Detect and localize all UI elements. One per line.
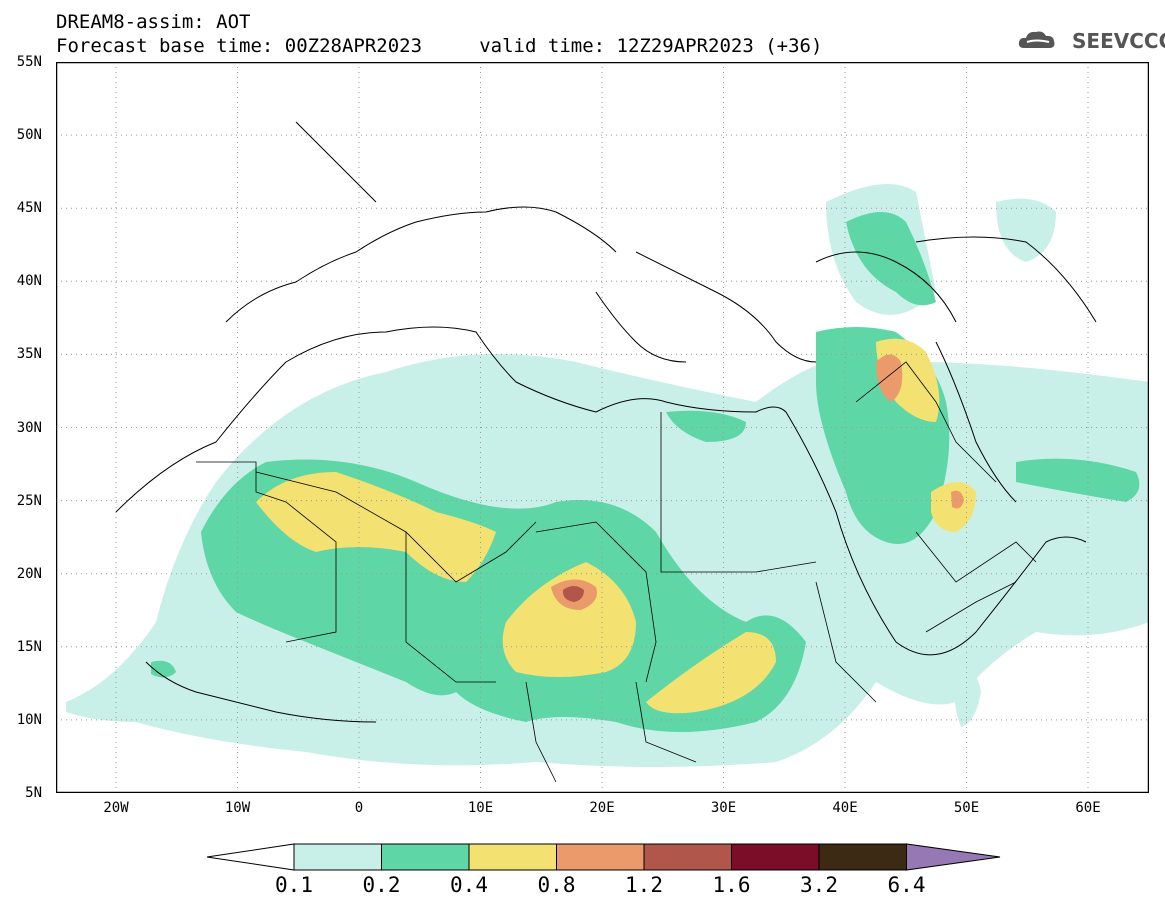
colorbar-under-arrow bbox=[206, 843, 295, 871]
cloud-icon bbox=[1018, 31, 1055, 48]
title-line-2: Forecast base time: 00Z28APR2023 valid t… bbox=[56, 35, 823, 57]
lon-label: 50E bbox=[953, 800, 980, 816]
aot-field-1.2 bbox=[562, 586, 584, 602]
lon-label: 40E bbox=[832, 800, 858, 816]
country-borders bbox=[196, 361, 1037, 783]
lat-label: 5N bbox=[25, 785, 42, 801]
lon-label: 10E bbox=[467, 800, 494, 816]
colorbar bbox=[206, 843, 1001, 871]
aot-map bbox=[56, 62, 1149, 793]
colorbar-label: 1.6 bbox=[712, 873, 751, 897]
colorbar-cell bbox=[381, 843, 470, 871]
colorbar-over-arrow bbox=[906, 843, 1001, 871]
lon-label: 30E bbox=[710, 800, 737, 816]
colorbar-label: 0.8 bbox=[537, 873, 576, 897]
colorbar-cell bbox=[468, 843, 557, 871]
colorbar-label: 0.4 bbox=[450, 873, 488, 897]
colorbar-label: 3.2 bbox=[800, 873, 838, 897]
colorbar-cell bbox=[643, 843, 732, 871]
colorbar-cell bbox=[293, 843, 382, 871]
lat-label: 30N bbox=[16, 419, 42, 436]
lon-label: 10W bbox=[224, 800, 251, 816]
lon-label: 20W bbox=[103, 800, 129, 816]
colorbar-label: 0.1 bbox=[275, 873, 313, 897]
lat-label: 25N bbox=[16, 492, 42, 509]
graticule bbox=[56, 62, 1149, 793]
colorbar-cell bbox=[731, 843, 820, 871]
lat-label: 10N bbox=[16, 711, 42, 728]
logo-text: SEEVCCC bbox=[1072, 29, 1165, 53]
lat-label: 40N bbox=[16, 273, 42, 290]
lon-label: 0 bbox=[354, 800, 364, 816]
lat-label: 45N bbox=[16, 200, 42, 217]
lon-label: 60E bbox=[1075, 800, 1101, 816]
colorbar-label: 0.2 bbox=[362, 873, 401, 897]
map-frame bbox=[56, 62, 1149, 793]
lat-label: 15N bbox=[16, 638, 42, 655]
lat-label: 35N bbox=[16, 346, 42, 363]
title-line-1: DREAM8-assim: AOT bbox=[56, 11, 251, 33]
lat-label: 55N bbox=[16, 54, 42, 70]
lat-label: 50N bbox=[16, 127, 42, 144]
lat-label: 20N bbox=[16, 565, 42, 582]
colorbar-label: 1.2 bbox=[625, 873, 663, 897]
colorbar-cell bbox=[818, 843, 907, 871]
lon-label: 20E bbox=[589, 800, 615, 816]
coastlines bbox=[115, 121, 1097, 723]
colorbar-label: 6.4 bbox=[887, 873, 926, 897]
colorbar-cell bbox=[556, 843, 645, 871]
